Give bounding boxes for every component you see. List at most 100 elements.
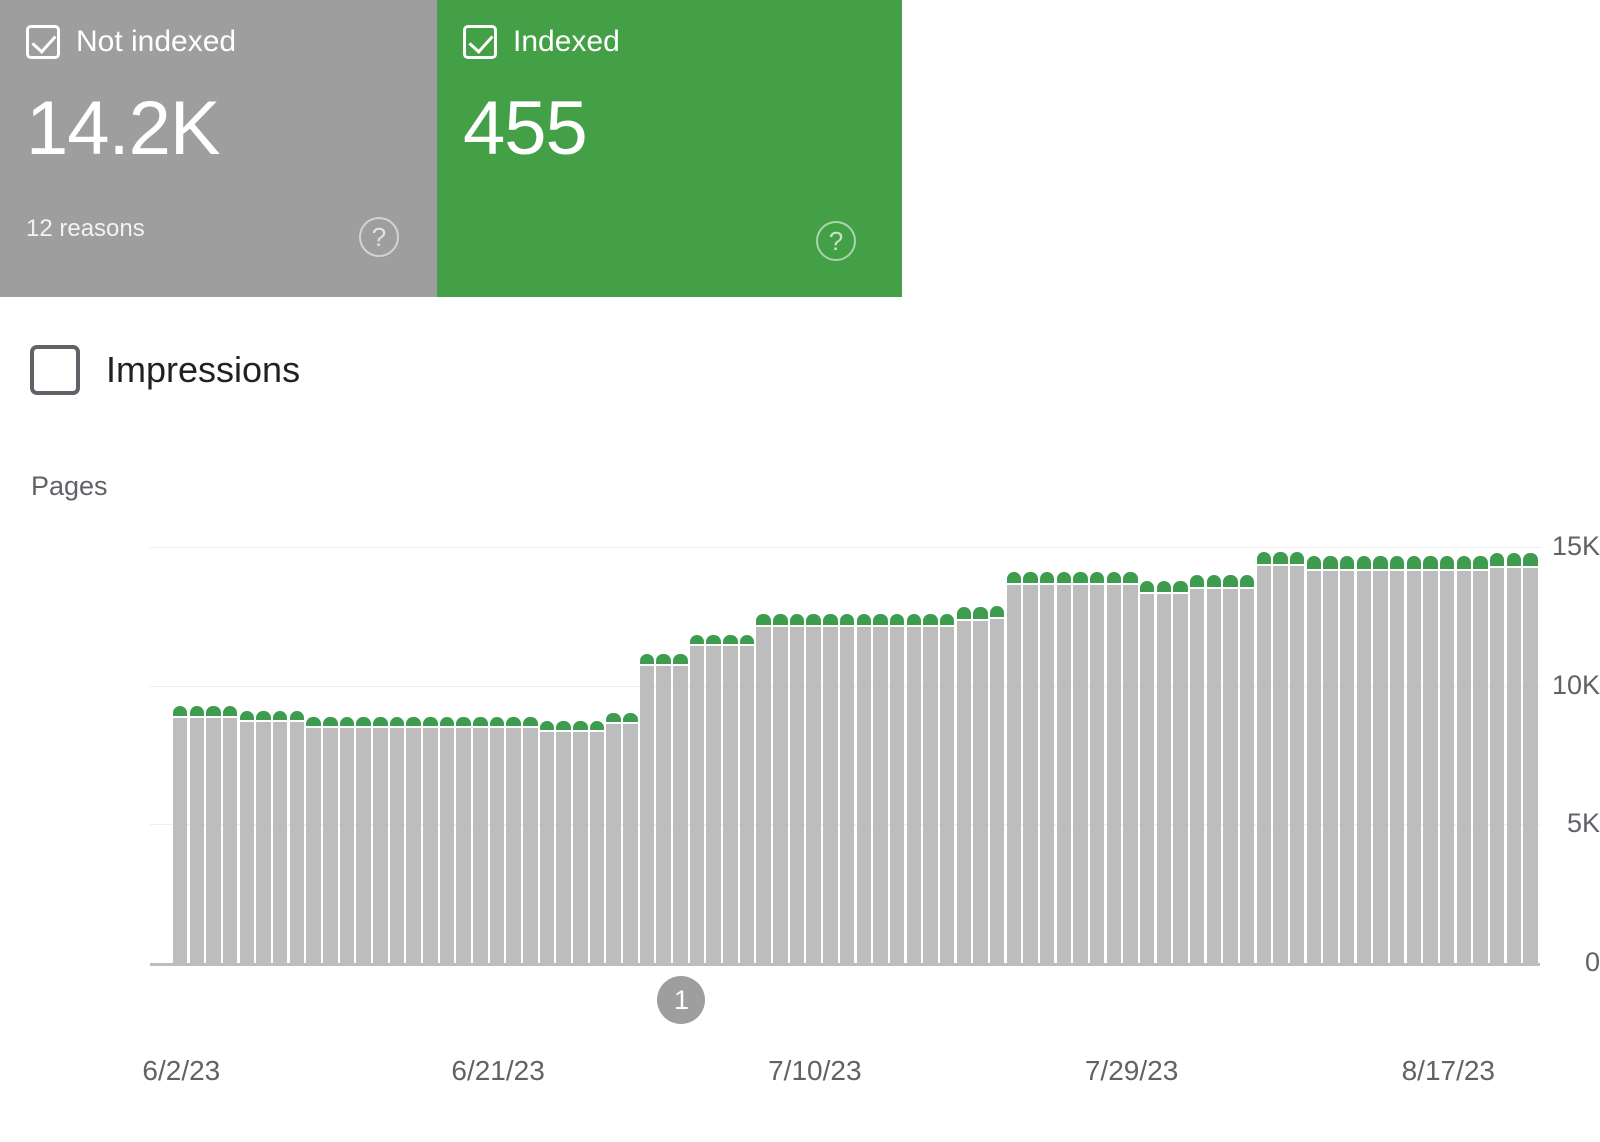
chart-bar[interactable] <box>456 716 471 963</box>
chart-bar[interactable] <box>1173 580 1188 963</box>
chart-bar[interactable] <box>1289 551 1305 963</box>
chart-bar[interactable] <box>1323 556 1338 963</box>
chart-bar[interactable] <box>789 614 805 963</box>
chart-bar[interactable] <box>723 634 738 963</box>
chart-bar[interactable] <box>356 716 371 963</box>
chart-bar[interactable] <box>656 654 671 963</box>
chart-bar[interactable] <box>873 614 888 963</box>
chart-bar[interactable] <box>1373 556 1388 963</box>
bar-segment-indexed <box>1256 551 1272 565</box>
chart-bar[interactable] <box>223 706 238 963</box>
chart-bar[interactable] <box>1489 553 1505 963</box>
chart-bar[interactable] <box>1389 556 1405 963</box>
impressions-toggle[interactable]: Impressions <box>30 345 300 395</box>
chart-bar[interactable] <box>606 712 621 963</box>
chart-bar[interactable] <box>573 720 588 963</box>
chart-bar[interactable] <box>856 614 871 963</box>
chart-bar[interactable] <box>389 716 405 963</box>
chart-bar[interactable] <box>639 654 655 963</box>
chart-bar[interactable] <box>1273 551 1288 963</box>
chart-bar[interactable] <box>173 706 188 963</box>
chart-bar[interactable] <box>289 710 305 963</box>
bar-segment-indexed <box>323 716 338 726</box>
chart-bar[interactable] <box>373 716 388 963</box>
chart-bar[interactable] <box>206 706 221 963</box>
chart-bar[interactable] <box>306 716 321 963</box>
chart-bar[interactable] <box>823 614 838 963</box>
chart-bar[interactable] <box>1123 571 1138 963</box>
chart-bar[interactable] <box>489 716 505 963</box>
chart-bar[interactable] <box>973 607 988 963</box>
chart-bar[interactable] <box>689 634 705 963</box>
chart-bar[interactable] <box>1506 553 1522 963</box>
chart-bar[interactable] <box>1406 556 1422 963</box>
chart-bar[interactable] <box>1106 571 1122 963</box>
chart-bar[interactable] <box>1156 580 1172 963</box>
chart-bar[interactable] <box>673 654 688 963</box>
annotation-marker-1[interactable]: 1 <box>657 976 706 1024</box>
chart-bar[interactable] <box>889 614 905 963</box>
chart-bar[interactable] <box>323 716 338 963</box>
chart-bar[interactable] <box>1339 556 1355 963</box>
chart-bar[interactable] <box>1523 553 1538 963</box>
chart-bar[interactable] <box>406 716 421 963</box>
chart-bar[interactable] <box>439 716 455 963</box>
bar-segment-not-indexed <box>989 619 1005 963</box>
chart-bar[interactable] <box>956 607 971 963</box>
chart-bar[interactable] <box>273 710 288 963</box>
chart-bar[interactable] <box>706 634 721 963</box>
chart-bar[interactable] <box>1189 574 1205 963</box>
chart-bar[interactable] <box>773 614 788 963</box>
bar-segment-indexed <box>573 720 588 730</box>
checkbox-impressions[interactable] <box>30 345 80 395</box>
chart-bar[interactable] <box>989 606 1005 963</box>
chart-bar[interactable] <box>1006 571 1021 963</box>
chart-bar[interactable] <box>1223 574 1238 963</box>
chart-bar[interactable] <box>1439 556 1455 963</box>
chart-bar[interactable] <box>189 706 205 963</box>
chart-bar[interactable] <box>239 710 255 963</box>
chart-bar[interactable] <box>1256 551 1272 963</box>
card-not-indexed[interactable]: Not indexed 14.2K 12 reasons ? <box>0 0 437 297</box>
chart-bar[interactable] <box>756 614 771 963</box>
chart-bar[interactable] <box>1039 571 1055 963</box>
chart-bar[interactable] <box>623 712 638 963</box>
chart-bar[interactable] <box>589 720 605 963</box>
chart-bar[interactable] <box>923 614 938 963</box>
chart-bar[interactable] <box>523 716 538 963</box>
chart-bar[interactable] <box>839 614 855 963</box>
chart-bar[interactable] <box>539 720 555 963</box>
help-icon-indexed[interactable]: ? <box>816 221 856 261</box>
chart-bar[interactable] <box>1139 580 1155 963</box>
chart-bar[interactable] <box>1456 556 1472 963</box>
chart-bar[interactable] <box>1356 556 1372 963</box>
chart-bar[interactable] <box>1056 571 1072 963</box>
chart-bar[interactable] <box>739 634 755 963</box>
chart-bar[interactable] <box>1206 574 1222 963</box>
chart-bar[interactable] <box>256 710 271 963</box>
chart-bar[interactable] <box>506 716 521 963</box>
chart-bar[interactable] <box>423 716 438 963</box>
bar-segment-not-indexed <box>273 721 288 963</box>
help-icon-not-indexed[interactable]: ? <box>359 217 399 257</box>
bar-segment-not-indexed <box>523 727 538 963</box>
checkbox-not-indexed[interactable] <box>26 25 60 59</box>
chart-plot-area <box>173 530 1540 963</box>
chart-bar[interactable] <box>339 716 355 963</box>
chart-bar[interactable] <box>806 614 821 963</box>
chart-bar[interactable] <box>1473 556 1488 963</box>
chart-bar[interactable] <box>1306 556 1322 963</box>
checkbox-indexed[interactable] <box>463 25 497 59</box>
chart-bar[interactable] <box>1089 571 1105 963</box>
chart-bar[interactable] <box>473 716 488 963</box>
card-indexed[interactable]: Indexed 455 ? <box>437 0 902 297</box>
bar-segment-indexed <box>1206 574 1222 587</box>
chart-bar[interactable] <box>1073 571 1088 963</box>
chart-bar[interactable] <box>939 614 955 963</box>
chart-bar[interactable] <box>1023 571 1038 963</box>
bar-segment-indexed <box>1123 571 1138 584</box>
chart-bar[interactable] <box>556 720 571 963</box>
chart-bar[interactable] <box>906 614 921 963</box>
chart-bar[interactable] <box>1239 574 1255 963</box>
chart-bar[interactable] <box>1423 556 1438 963</box>
